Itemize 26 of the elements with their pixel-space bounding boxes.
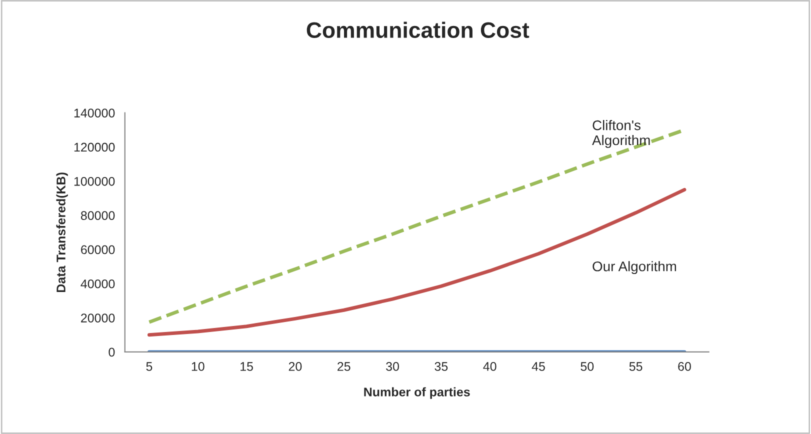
- x-tick-label: 10: [192, 362, 204, 371]
- x-tick-label: 50: [580, 362, 594, 371]
- x-tick-label: 25: [338, 362, 350, 371]
- x-tick-label: 40: [483, 362, 496, 371]
- y-axis-title: Data Transfered(KB): [56, 172, 68, 292]
- y-tick-label: 40000: [80, 279, 115, 288]
- y-tick-label: 120000: [74, 142, 115, 152]
- y-tick-label: 20000: [81, 314, 115, 322]
- x-tick-label: 35: [434, 362, 448, 371]
- line-series: [147, 188, 686, 337]
- chart-title: Communication Cost: [306, 22, 530, 38]
- series-label: Our Algorithm: [592, 261, 676, 274]
- x-tick-label: 15: [240, 362, 253, 371]
- x-tick-label: 45: [532, 362, 545, 371]
- x-tick-label: 30: [386, 362, 399, 371]
- series-label: Clifton's Algorithm: [592, 120, 650, 148]
- x-tick-label: 5: [146, 362, 152, 371]
- x-tick-label: 60: [678, 362, 691, 371]
- x-tick-label: 55: [629, 362, 642, 371]
- x-tick-label: 20: [288, 362, 302, 371]
- y-tick-label: 100000: [74, 176, 115, 186]
- y-tick-label: 0: [108, 348, 115, 357]
- x-axis-title: Number of parties: [364, 387, 470, 399]
- y-tick-label: 80000: [80, 211, 115, 220]
- y-tick-label: 140000: [74, 108, 115, 118]
- y-tick-label: 60000: [81, 245, 115, 254]
